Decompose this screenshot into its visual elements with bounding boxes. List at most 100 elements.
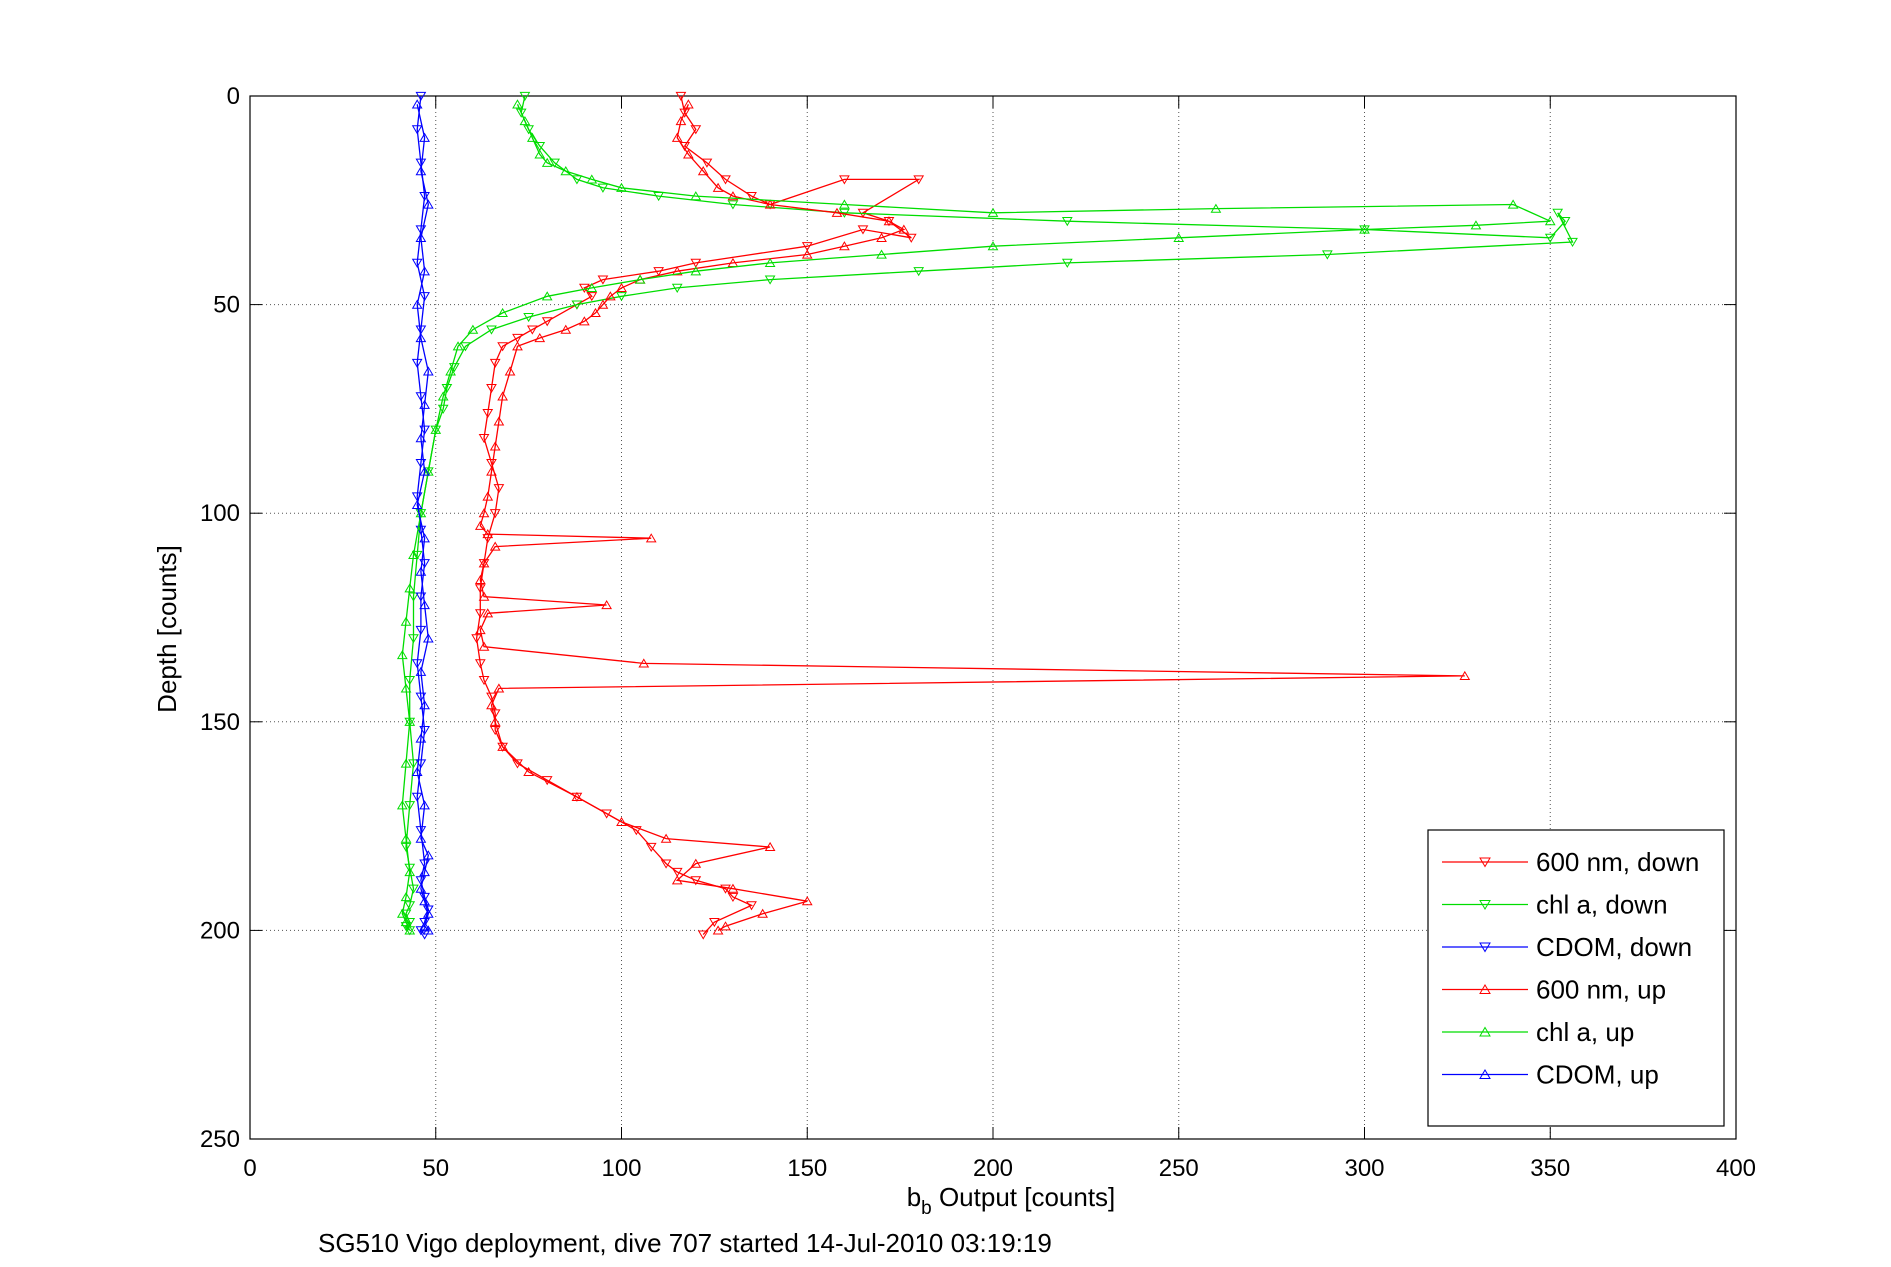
data-point <box>616 182 627 192</box>
legend-label: CDOM, down <box>1536 932 1692 962</box>
data-point <box>913 175 925 185</box>
data-point <box>419 266 430 276</box>
data-point <box>712 182 724 192</box>
data-point <box>690 191 702 201</box>
data-point <box>534 141 546 152</box>
data-point <box>419 533 430 543</box>
data-point <box>482 608 494 618</box>
data-point <box>445 366 456 376</box>
data-point <box>411 659 423 669</box>
data-point <box>415 883 427 893</box>
data-point <box>474 624 486 635</box>
data-point <box>400 891 412 902</box>
data-point <box>690 125 702 135</box>
data-point <box>422 908 434 918</box>
series-line <box>405 95 1574 931</box>
data-point <box>419 930 430 940</box>
y-tick-label: 0 <box>227 83 240 110</box>
data-point <box>727 200 739 210</box>
series-chl-a-up <box>396 99 1556 935</box>
data-point <box>1559 217 1571 227</box>
data-point <box>396 908 408 918</box>
data-point <box>493 484 505 494</box>
data-point <box>839 199 850 209</box>
series-line <box>479 104 1465 931</box>
x-axis-label-subscript: b <box>921 1198 932 1219</box>
data-point <box>801 896 813 906</box>
x-tick-label: 150 <box>787 1155 827 1182</box>
data-point <box>404 801 416 811</box>
data-point <box>523 766 534 776</box>
data-point <box>486 325 497 335</box>
data-point <box>478 641 490 651</box>
data-point <box>541 291 553 301</box>
data-series <box>396 91 1578 940</box>
data-point <box>411 550 423 560</box>
x-tick-label: 0 <box>243 1155 256 1182</box>
data-point <box>898 224 910 234</box>
data-point <box>675 91 687 102</box>
data-point <box>422 366 434 376</box>
data-point <box>400 616 412 626</box>
data-point <box>415 91 427 102</box>
data-point <box>764 257 776 267</box>
data-point <box>720 175 731 185</box>
legend-item: chl a, up <box>1442 1017 1634 1047</box>
y-tick-label: 150 <box>200 709 240 736</box>
data-point <box>419 292 430 302</box>
data-point <box>422 925 434 935</box>
data-point <box>486 692 497 702</box>
series-cdom-down <box>411 91 434 940</box>
y-tick-label: 100 <box>200 500 240 527</box>
data-point <box>411 766 423 776</box>
data-point <box>630 826 642 836</box>
data-point <box>1567 237 1578 248</box>
data-point <box>764 199 776 209</box>
legend-label: 600 nm, down <box>1536 847 1699 877</box>
data-point <box>727 191 739 201</box>
data-point <box>586 282 598 293</box>
data-point <box>415 625 427 636</box>
legend: 600 nm, down chl a, down CDOM, down 600 nm,… <box>1427 829 1725 1127</box>
data-point <box>404 583 416 593</box>
data-point <box>400 917 412 927</box>
data-point <box>482 529 494 539</box>
data-point <box>671 132 683 142</box>
data-point <box>400 833 412 843</box>
data-point <box>415 666 427 676</box>
data-point <box>411 99 423 109</box>
data-point <box>408 759 419 769</box>
data-point <box>523 313 534 323</box>
data-point <box>482 491 494 501</box>
legend-marker <box>1479 1026 1491 1037</box>
data-point <box>578 316 590 326</box>
data-point <box>801 242 813 252</box>
data-point <box>404 925 416 935</box>
data-point <box>404 866 416 877</box>
data-point <box>601 809 613 819</box>
data-point <box>671 867 683 878</box>
data-point <box>697 166 709 176</box>
data-point <box>526 132 538 142</box>
data-point <box>419 866 430 877</box>
data-point <box>486 466 497 476</box>
data-point <box>876 249 887 259</box>
data-point <box>512 99 523 109</box>
data-point <box>541 157 553 167</box>
data-point <box>876 232 887 242</box>
data-point <box>419 132 430 142</box>
y-tick-label: 200 <box>200 917 240 944</box>
data-point <box>474 609 486 619</box>
x-axis-label-rest: Output [counts] <box>932 1182 1116 1212</box>
legend-item: chl a, down <box>1442 890 1668 920</box>
data-point <box>478 508 490 518</box>
data-point <box>411 792 423 802</box>
data-point <box>478 434 490 444</box>
data-point <box>515 108 527 118</box>
data-point <box>690 876 702 886</box>
data-point <box>404 901 416 911</box>
data-point <box>396 800 408 810</box>
data-point <box>415 566 427 576</box>
y-tick-label: 50 <box>213 292 240 319</box>
data-point <box>452 341 464 351</box>
